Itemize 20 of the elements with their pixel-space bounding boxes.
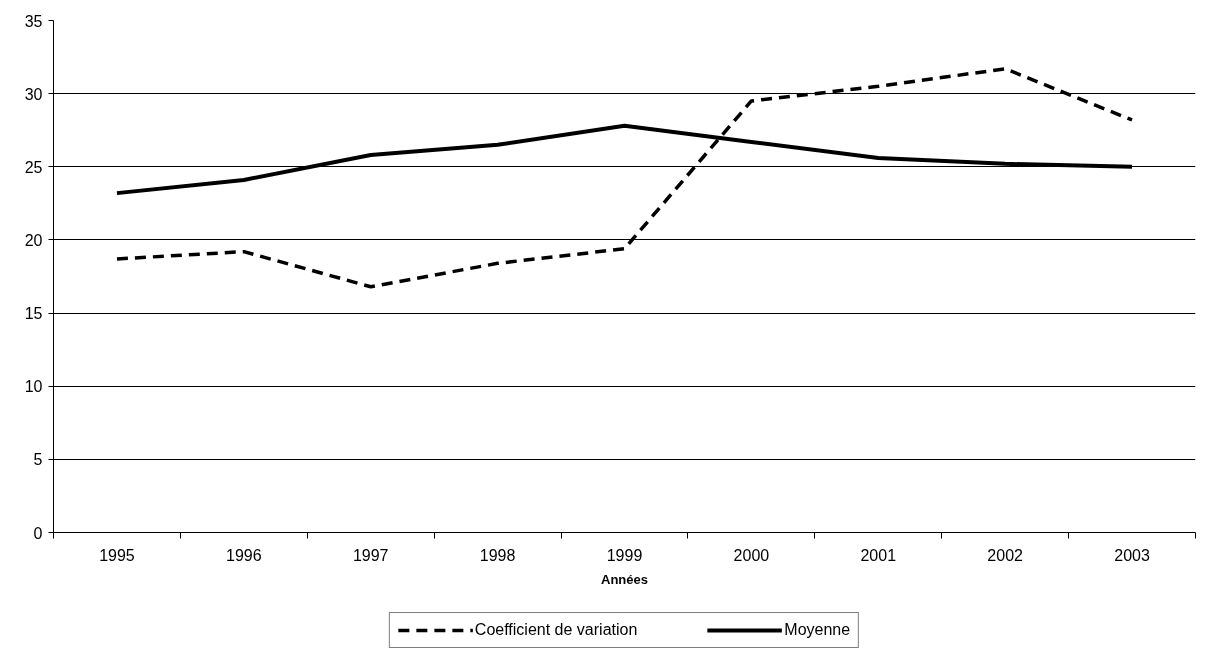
x-tick-label: 1998 [479,546,516,564]
y-tick-label: 30 [24,85,43,103]
y-tick-label: 5 [33,451,43,469]
x-tick-label: 2001 [860,546,897,564]
x-tick-label: 1996 [226,546,262,564]
x-tick-label: 2002 [987,546,1024,564]
x-axis-title: Années [601,571,648,587]
x-tick-label: 1995 [99,546,135,564]
y-tick-label: 0 [33,524,43,542]
legend-label: Coefficient de variation [474,621,638,639]
x-tick-label: 1997 [352,546,389,564]
y-tick-label: 10 [24,378,43,396]
y-tick-label: 25 [24,158,43,176]
legend-label: Moyenne [784,621,851,639]
y-tick-label: 35 [24,12,43,30]
y-tick-label: 20 [24,231,43,249]
y-tick-label: 15 [24,305,43,323]
x-tick-label: 1999 [606,546,643,564]
x-tick-label: 2003 [1114,546,1150,564]
x-tick-label: 2000 [733,546,770,564]
